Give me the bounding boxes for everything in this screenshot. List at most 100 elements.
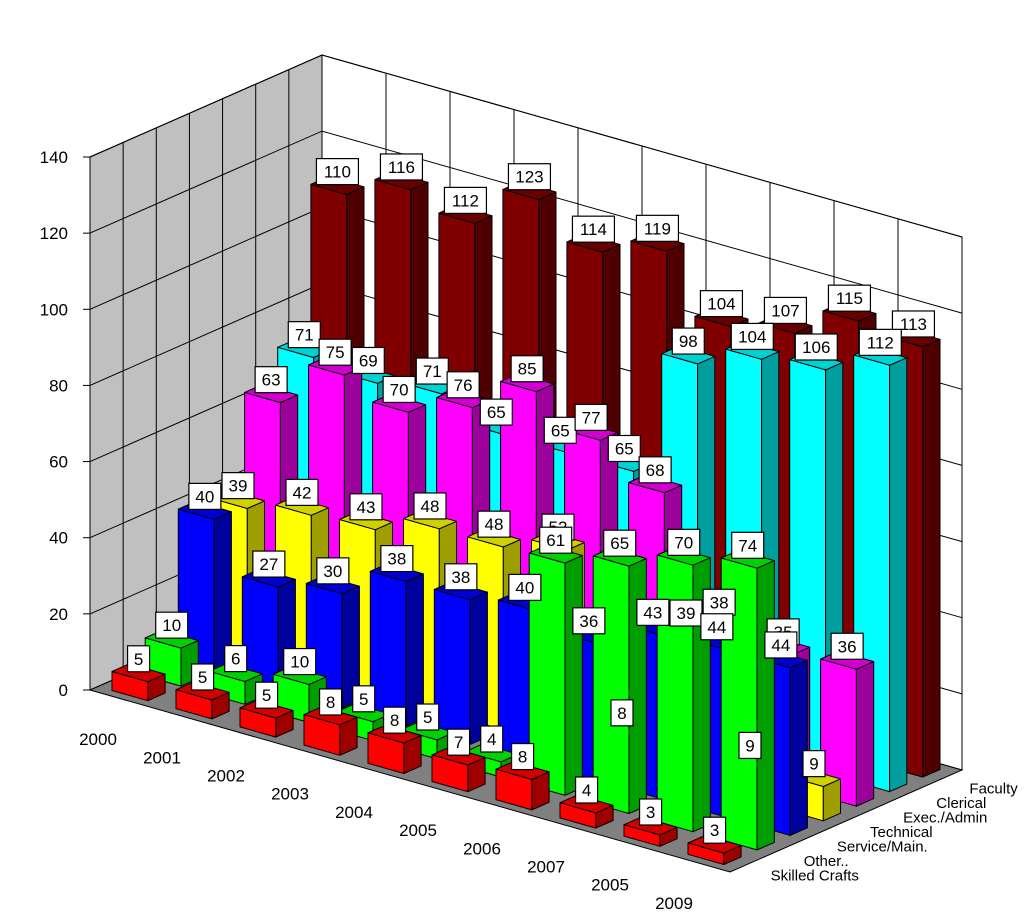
- data-label-text: 39: [677, 604, 696, 623]
- data-label-text: 10: [162, 616, 181, 635]
- series-label: Clerical: [936, 795, 986, 812]
- data-label-text: 4: [487, 730, 496, 749]
- y-axis-ticks: 0 20 40 60 80 100 120 140: [40, 148, 90, 700]
- data-label-text: 65: [487, 403, 506, 422]
- x-tick-label: 2007: [527, 858, 565, 877]
- series-label: Faculty: [969, 780, 1018, 797]
- bar: [303, 706, 358, 756]
- data-label: 5: [254, 681, 279, 709]
- data-label-text: 9: [809, 755, 818, 774]
- data-label-text: 76: [454, 376, 473, 395]
- data-label-text: 38: [387, 550, 406, 569]
- data-label-text: 43: [357, 498, 376, 517]
- data-label-text: 104: [738, 327, 766, 346]
- y-tick-label: 100: [40, 300, 68, 319]
- y-tick-label: 40: [49, 529, 68, 548]
- bar: [177, 501, 232, 673]
- data-label-text: 65: [610, 534, 629, 553]
- data-label: 3: [702, 816, 727, 844]
- data-label-text: 38: [710, 593, 729, 612]
- data-label: 44: [764, 631, 798, 659]
- data-label: 115: [827, 284, 872, 312]
- data-label: 8: [382, 706, 407, 734]
- data-label-text: 74: [738, 536, 757, 555]
- bar: [241, 568, 296, 691]
- data-label-text: 107: [771, 301, 799, 320]
- data-label-text: 5: [359, 690, 368, 709]
- data-label-text: 5: [262, 686, 271, 705]
- bar: [495, 761, 550, 811]
- data-label: 98: [671, 327, 705, 355]
- data-label-text: 8: [617, 704, 626, 723]
- data-label: 61: [539, 526, 573, 554]
- data-label: 38: [380, 544, 414, 573]
- data-label-text: 5: [198, 668, 207, 687]
- data-label: 48: [413, 492, 447, 520]
- x-tick-label: 2006: [463, 839, 501, 858]
- data-label: 77: [574, 403, 608, 431]
- data-label: 74: [731, 531, 765, 559]
- data-label-text: 69: [359, 351, 378, 370]
- data-label: 75: [318, 338, 352, 366]
- data-label: 110: [315, 158, 360, 186]
- data-label-text: 104: [707, 295, 735, 314]
- data-label-text: 68: [646, 461, 665, 480]
- x-tick-label: 2003: [271, 785, 309, 804]
- series-label: Skilled Crafts: [771, 868, 859, 885]
- bar: [687, 834, 742, 865]
- data-label: 8: [610, 699, 634, 727]
- bar: [367, 724, 422, 774]
- data-label: 27: [252, 550, 286, 578]
- gridline-horizontal: [89, 130, 963, 314]
- data-label-text: 44: [707, 618, 726, 637]
- data-label-text: 36: [838, 637, 857, 656]
- data-label-text: 77: [582, 408, 601, 427]
- data-label: 38: [702, 588, 736, 616]
- data-label: 85: [510, 355, 544, 383]
- data-label: 39: [669, 599, 703, 627]
- data-label: 10: [155, 611, 189, 639]
- data-label-text: 48: [485, 515, 504, 534]
- data-label-text: 5: [134, 650, 143, 669]
- data-label-text: 71: [295, 326, 314, 345]
- data-label: 65: [543, 416, 577, 444]
- data-label-text: 112: [867, 333, 894, 352]
- data-label: 5: [126, 645, 151, 673]
- data-label-text: 39: [229, 477, 248, 496]
- data-label: 104: [730, 322, 774, 351]
- data-label-text: 44: [771, 636, 790, 655]
- data-label: 6: [224, 644, 248, 673]
- data-label-text: 65: [551, 421, 570, 440]
- data-label-text: 116: [388, 158, 415, 177]
- data-label: 69: [351, 346, 385, 375]
- data-label: 71: [415, 357, 449, 385]
- x-tick-label: 2009: [655, 894, 693, 913]
- y-tick-label: 0: [59, 681, 68, 700]
- x-tick-label: 2001: [143, 748, 181, 767]
- data-label: 39: [221, 472, 255, 500]
- data-label: 71: [287, 321, 321, 349]
- gridline-horizontal: [89, 54, 963, 238]
- data-label: 8: [510, 742, 535, 771]
- x-tick-label: 2000: [79, 730, 117, 749]
- x-tick-label: 2002: [207, 767, 245, 786]
- series-label: Technical: [870, 824, 933, 841]
- data-label: 40: [508, 573, 542, 601]
- data-label: 70: [382, 375, 416, 404]
- bar: [239, 699, 294, 738]
- data-label-text: 112: [452, 191, 479, 210]
- y-tick-label: 20: [49, 605, 68, 624]
- data-label: 65: [607, 434, 641, 463]
- data-label: 119: [635, 214, 680, 242]
- data-label-text: 119: [644, 219, 671, 238]
- data-label-text: 71: [423, 362, 442, 381]
- data-label: 30: [316, 557, 350, 585]
- data-label: 68: [638, 456, 672, 484]
- data-label-text: 3: [710, 821, 719, 840]
- data-label: 40: [188, 482, 222, 510]
- data-label: 4: [480, 725, 504, 753]
- data-label-text: 3: [646, 803, 655, 822]
- data-label-text: 10: [290, 653, 309, 672]
- data-label: 123: [507, 163, 552, 191]
- data-label: 36: [830, 632, 864, 660]
